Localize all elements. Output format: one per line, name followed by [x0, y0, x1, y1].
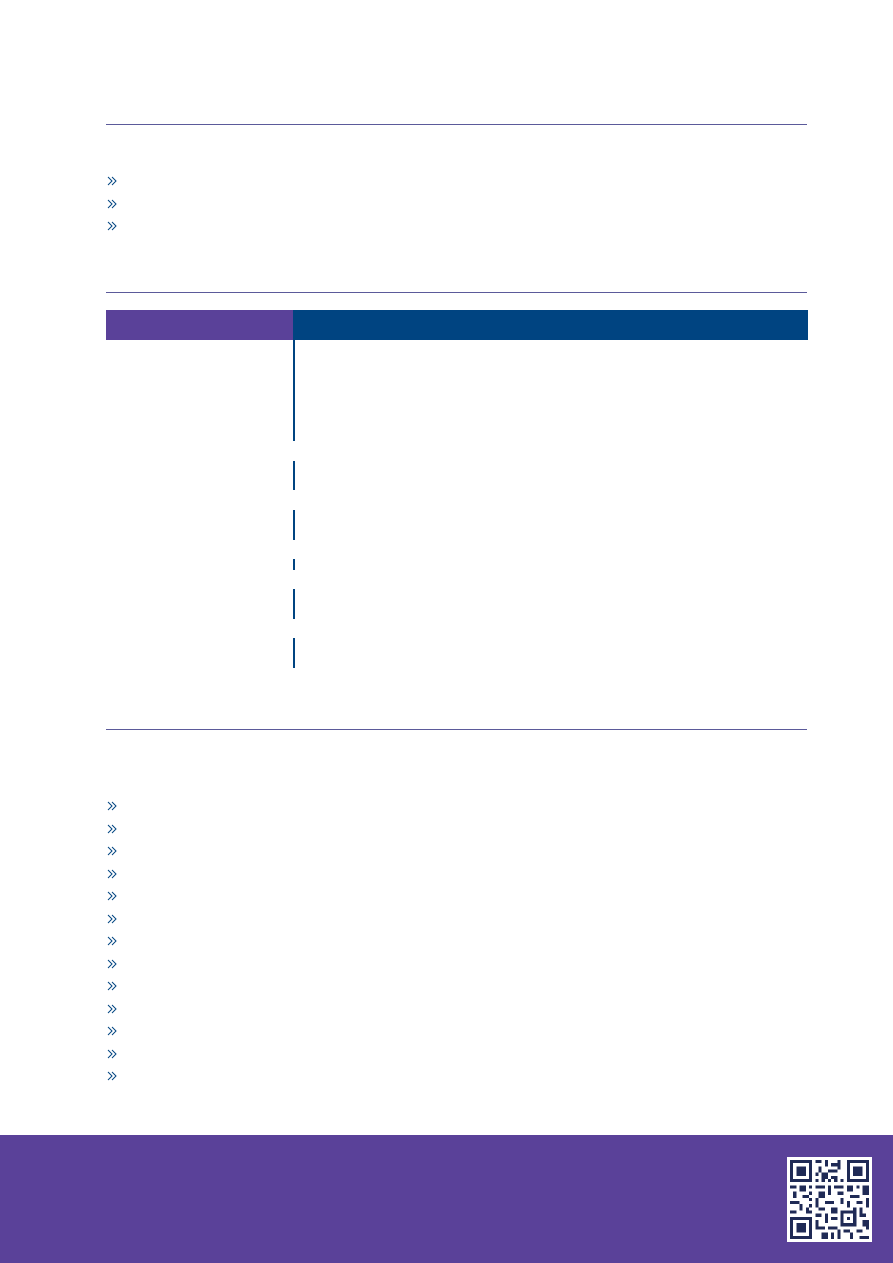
- double-chevron-right-icon: [106, 175, 118, 187]
- list-item: [106, 1043, 807, 1066]
- bullet-list-details: [106, 795, 807, 1088]
- list-item: [106, 953, 807, 976]
- double-chevron-right-icon: [106, 913, 118, 925]
- table-row: [106, 589, 808, 619]
- table-row: [106, 461, 808, 490]
- double-chevron-right-icon: [106, 980, 118, 992]
- double-chevron-right-icon: [106, 823, 118, 835]
- qr-code-icon[interactable]: [787, 1157, 872, 1242]
- footer-band: [0, 1135, 893, 1263]
- section-divider-top: [106, 124, 807, 125]
- double-chevron-right-icon: [106, 958, 118, 970]
- row-divider: [293, 638, 295, 668]
- table-header: [106, 310, 808, 340]
- row-divider: [293, 340, 295, 441]
- double-chevron-right-icon: [106, 890, 118, 902]
- list-item: [106, 863, 807, 886]
- double-chevron-right-icon: [106, 800, 118, 812]
- list-item: [106, 170, 807, 193]
- table-row: [106, 340, 808, 441]
- section-divider-bottom: [106, 729, 807, 730]
- table-row: [106, 510, 808, 540]
- list-item: [106, 193, 807, 216]
- row-divider: [293, 510, 295, 540]
- section-divider-table: [106, 292, 807, 293]
- double-chevron-right-icon: [106, 868, 118, 880]
- list-item: [106, 1065, 807, 1088]
- list-item: [106, 840, 807, 863]
- list-item: [106, 908, 807, 931]
- row-divider: [293, 589, 295, 619]
- list-item: [106, 975, 807, 998]
- table-row: [106, 638, 808, 668]
- table-header-right: [293, 310, 808, 340]
- double-chevron-right-icon: [106, 935, 118, 947]
- list-item: [106, 1020, 807, 1043]
- list-item: [106, 215, 807, 238]
- bullet-list-intro: [106, 170, 807, 238]
- list-item: [106, 930, 807, 953]
- double-chevron-right-icon: [106, 1025, 118, 1037]
- list-item: [106, 818, 807, 841]
- table-header-left: [106, 310, 293, 340]
- list-item: [106, 885, 807, 908]
- double-chevron-right-icon: [106, 1070, 118, 1082]
- double-chevron-right-icon: [106, 220, 118, 232]
- table-row: [106, 559, 808, 570]
- double-chevron-right-icon: [106, 198, 118, 210]
- double-chevron-right-icon: [106, 1048, 118, 1060]
- list-item: [106, 998, 807, 1021]
- double-chevron-right-icon: [106, 845, 118, 857]
- row-divider: [293, 559, 295, 570]
- list-item: [106, 795, 807, 818]
- row-divider: [293, 461, 295, 490]
- double-chevron-right-icon: [106, 1003, 118, 1015]
